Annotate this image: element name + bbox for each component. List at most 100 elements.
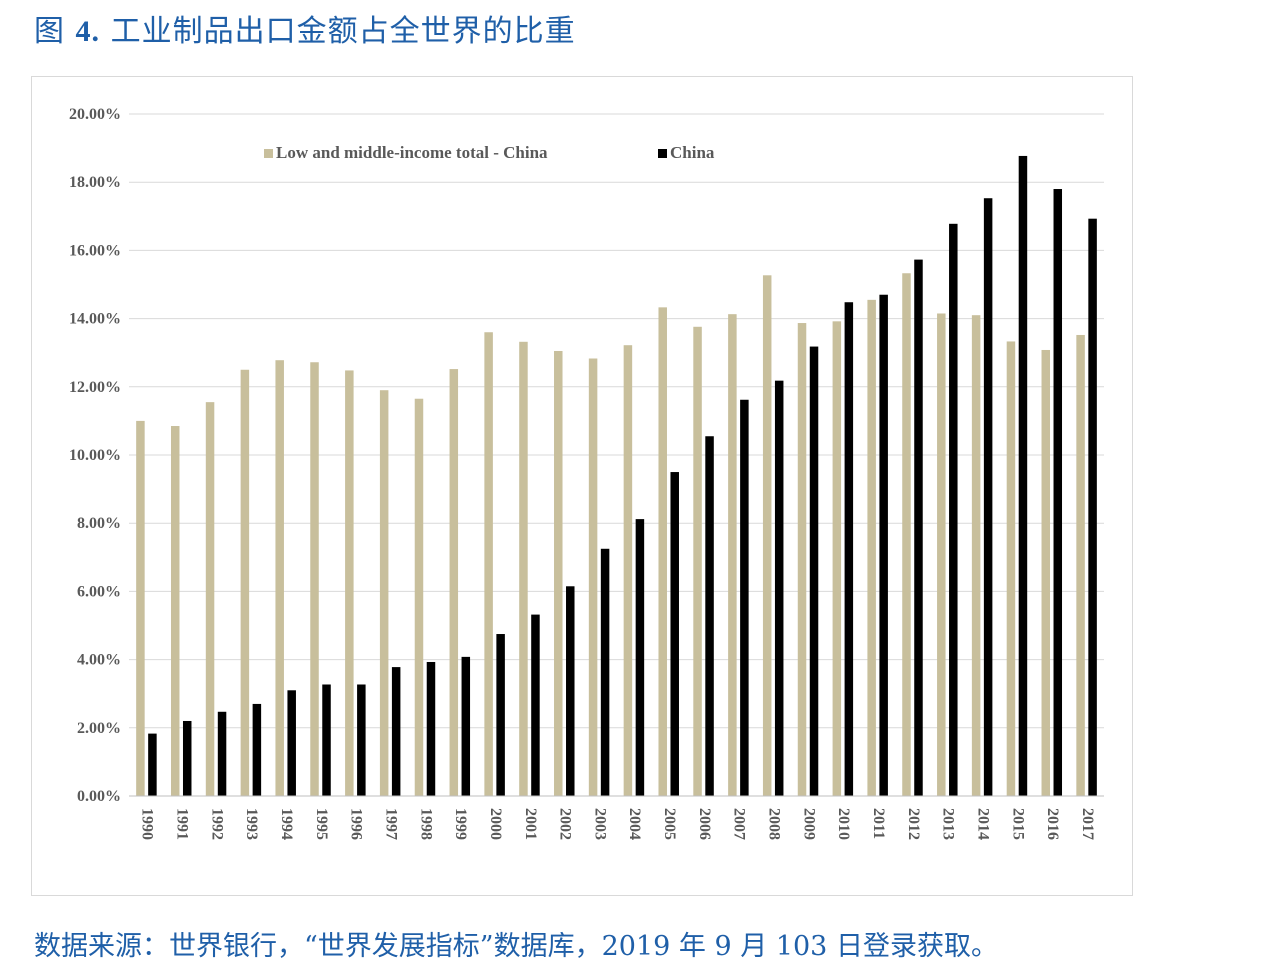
bar-china-2014 — [983, 198, 993, 796]
y-tick-label: 0.00% — [77, 788, 121, 805]
bar-low-middle-income-2012 — [902, 273, 911, 796]
x-tick-label: 2003 — [591, 808, 608, 840]
bar-low-middle-income-2013 — [937, 313, 946, 796]
bar-china-2009 — [809, 346, 819, 796]
y-tick-label: 2.00% — [77, 720, 121, 737]
x-tick-label: 1999 — [452, 808, 469, 840]
y-tick-label: 14.00% — [69, 311, 121, 328]
legend-label-low-middle-income: Low and middle-income total - China — [276, 143, 548, 162]
x-tick-label: 2001 — [522, 808, 539, 840]
bar-china-1993 — [252, 703, 262, 796]
bar-low-middle-income-2001 — [519, 341, 528, 796]
bar-low-middle-income-2015 — [1006, 341, 1016, 796]
bar-low-middle-income-2002 — [554, 350, 563, 796]
bar-china-2008 — [774, 380, 784, 796]
x-tick-label: 1995 — [313, 808, 330, 840]
y-tick-label: 20.00% — [69, 106, 121, 123]
x-tick-label: 2015 — [1009, 808, 1026, 840]
bar-low-middle-income-1993 — [240, 369, 250, 796]
y-tick-label: 6.00% — [77, 583, 121, 600]
x-tick-label: 2005 — [661, 808, 678, 840]
bar-china-2010 — [844, 302, 854, 796]
legend-label-china: China — [670, 143, 715, 162]
x-tick-label: 1993 — [243, 808, 260, 840]
bar-low-middle-income-2016 — [1041, 349, 1051, 796]
bar-china-2016 — [1053, 189, 1063, 796]
bar-china-2004 — [635, 519, 645, 796]
figure-title-text: 工业制品出口金额占全世界的比重 — [110, 14, 576, 49]
y-tick-label: 18.00% — [69, 174, 121, 191]
x-tick-label: 2017 — [1079, 808, 1096, 840]
x-tick-label: 2014 — [974, 808, 991, 840]
y-tick-label: 16.00% — [69, 242, 121, 259]
x-tick-label: 1990 — [139, 808, 156, 840]
bar-china-2003 — [600, 548, 610, 796]
bar-china-2005 — [670, 472, 679, 796]
bar-low-middle-income-1990 — [136, 420, 145, 796]
bar-china-2007 — [740, 399, 749, 796]
bar-low-middle-income-2005 — [658, 307, 667, 796]
x-tick-label: 1996 — [348, 808, 365, 840]
bar-china-2006 — [705, 436, 714, 796]
bar-china-1990 — [148, 733, 157, 796]
bar-low-middle-income-2017 — [1076, 334, 1085, 796]
bar-low-middle-income-2014 — [971, 315, 981, 796]
x-tick-label: 1992 — [208, 808, 225, 840]
bar-low-middle-income-2006 — [693, 326, 702, 796]
bar-china-2017 — [1088, 218, 1097, 796]
x-tick-label: 1997 — [382, 808, 399, 840]
bar-china-2002 — [566, 586, 575, 796]
bar-china-1992 — [217, 711, 227, 796]
bar-low-middle-income-2010 — [832, 321, 842, 796]
bar-low-middle-income-2003 — [588, 358, 598, 796]
bar-china-2000 — [496, 634, 505, 796]
legend-swatch-china — [658, 149, 667, 158]
bar-low-middle-income-2007 — [728, 314, 737, 796]
y-tick-label: 4.00% — [77, 652, 121, 669]
x-tick-label: 2011 — [870, 808, 887, 839]
bar-low-middle-income-1992 — [205, 402, 215, 796]
y-tick-label: 12.00% — [69, 379, 121, 396]
bar-china-1994 — [287, 690, 296, 796]
bar-low-middle-income-1999 — [449, 369, 459, 796]
bar-low-middle-income-1998 — [414, 398, 424, 796]
bar-chart: 0.00% 2.00% 4.00% 6.00% 8.00% 10.00% 12.00% 14.… — [69, 106, 1104, 840]
x-tick-label: 2007 — [731, 808, 748, 840]
source-note: 数据来源：世界银行，“世界发展指标”数据库，2019 年 9 月 103 日登录… — [34, 931, 998, 962]
figure-title: 图 4. 工业制品出口金额占全世界的比重 — [34, 6, 576, 50]
x-tick-label: 2002 — [557, 808, 574, 840]
bar-china-1997 — [391, 667, 401, 796]
y-tick-label: 10.00% — [69, 447, 121, 464]
bar-china-1991 — [182, 720, 192, 796]
x-tick-label: 2013 — [940, 808, 957, 840]
bar-low-middle-income-2009 — [797, 323, 807, 796]
bar-china-1998 — [426, 661, 436, 796]
x-tick-label: 2000 — [487, 808, 504, 840]
bar-low-middle-income-1994 — [275, 360, 284, 796]
bar-china-1999 — [461, 656, 471, 796]
x-tick-label: 2012 — [905, 808, 922, 840]
bar-low-middle-income-2008 — [762, 275, 772, 797]
bar-low-middle-income-1991 — [170, 426, 180, 796]
bar-china-1996 — [357, 684, 366, 796]
bar-low-middle-income-2004 — [623, 345, 633, 796]
bar-low-middle-income-2011 — [867, 299, 876, 796]
bar-low-middle-income-1997 — [379, 390, 389, 796]
x-tick-label: 2009 — [800, 808, 817, 840]
legend-swatch-low-middle-income — [264, 149, 273, 158]
figure-title-number: 4. — [75, 15, 101, 48]
y-tick-label: 8.00% — [77, 515, 121, 532]
bar-china-2013 — [949, 223, 958, 796]
bar-china-2012 — [914, 259, 923, 796]
x-tick-label: 2016 — [1044, 808, 1061, 840]
x-tick-label: 2006 — [696, 808, 713, 840]
x-tick-label: 1991 — [174, 808, 191, 840]
x-tick-label: 2004 — [626, 808, 643, 840]
bar-china-2001 — [531, 614, 540, 796]
bar-low-middle-income-1995 — [310, 362, 319, 796]
figure-title-prefix: 图 — [34, 14, 65, 49]
x-tick-label: 1998 — [417, 808, 434, 840]
bar-low-middle-income-1996 — [345, 370, 354, 796]
bar-china-2015 — [1018, 155, 1028, 796]
bar-china-1995 — [322, 684, 331, 796]
